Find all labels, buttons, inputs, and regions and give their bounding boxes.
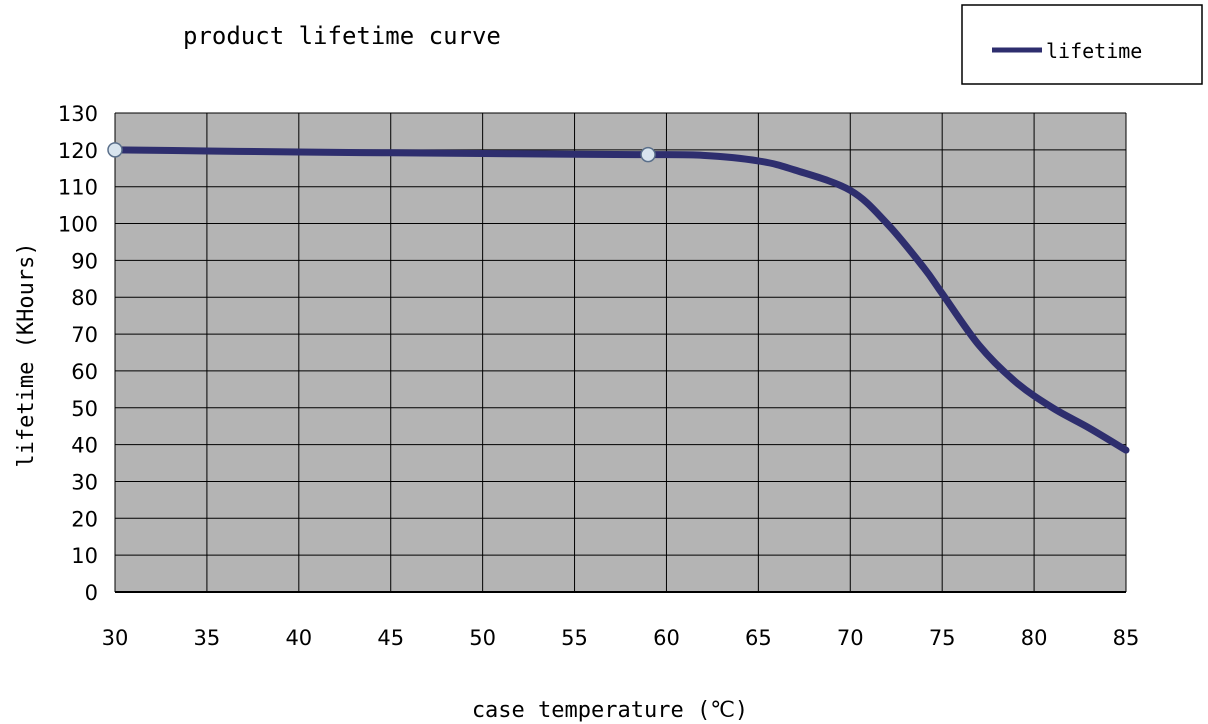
y-tick-label: 100 (58, 213, 98, 237)
y-tick-label: 0 (85, 581, 98, 605)
y-tick-label: 120 (58, 139, 98, 163)
data-markers (107, 142, 656, 163)
x-axis-ticks: 30 35 40 45 50 55 60 65 70 75 80 85 (102, 626, 1140, 650)
y-tick-label: 40 (71, 434, 98, 458)
series-line-lifetime (111, 146, 1130, 454)
plot-area (115, 113, 1126, 592)
x-axis-title: case temperature (℃) (472, 698, 748, 723)
y-tick-label: 20 (71, 507, 98, 531)
x-tick-label: 40 (285, 626, 312, 650)
y-tick-label: 130 (58, 102, 98, 126)
data-point-marker (107, 142, 123, 158)
legend: lifetime (961, 4, 1203, 85)
y-tick-label: 30 (71, 470, 98, 494)
x-tick-label: 45 (377, 626, 404, 650)
x-tick-label: 65 (745, 626, 772, 650)
x-tick-label: 55 (561, 626, 588, 650)
legend-label: lifetime (1046, 39, 1142, 63)
x-tick-label: 60 (653, 626, 680, 650)
y-tick-label: 50 (71, 397, 98, 421)
x-tick-label: 75 (929, 626, 956, 650)
y-tick-label: 60 (71, 360, 98, 384)
x-tick-label: 80 (1021, 626, 1048, 650)
x-tick-label: 50 (469, 626, 496, 650)
y-tick-label: 10 (71, 544, 98, 568)
x-tick-label: 70 (837, 626, 864, 650)
y-axis-ticks: 0 10 20 30 40 50 60 70 80 90 100 110 120 130 (58, 102, 98, 605)
x-tick-label: 85 (1113, 626, 1140, 650)
chart-title: product lifetime curve (183, 22, 501, 50)
data-point-marker (640, 146, 656, 163)
legend-box (961, 4, 1203, 85)
x-tick-label: 35 (194, 626, 221, 650)
y-tick-label: 80 (71, 286, 98, 310)
y-tick-label: 90 (71, 249, 98, 273)
y-tick-label: 70 (71, 323, 98, 347)
y-tick-label: 110 (58, 176, 98, 200)
x-tick-label: 30 (102, 626, 129, 650)
y-axis-title: lifetime (KHours) (14, 242, 39, 467)
